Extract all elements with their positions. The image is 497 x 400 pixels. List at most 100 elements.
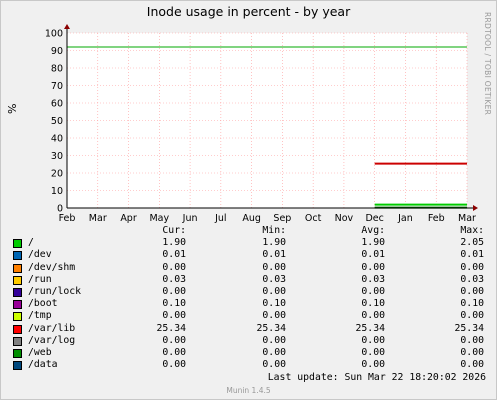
x-tick-label: Sep	[273, 213, 291, 224]
legend-value-max: 0.10	[460, 298, 484, 310]
legend-swatch	[13, 348, 22, 358]
legend-row: /boot 0.10 0.10 0.10 0.10	[12, 298, 487, 310]
legend-value-min: 0.03	[262, 273, 286, 285]
x-tick-label: Feb	[59, 213, 76, 224]
legend-value-avg: 0.00	[361, 359, 385, 371]
legend-value-cur: 0.00	[162, 346, 186, 358]
legend-series-name: /var/log	[28, 334, 76, 346]
legend-value-min: 25.34	[256, 322, 287, 334]
legend-value-max: 0.00	[460, 285, 484, 297]
legend-value-min: 0.00	[262, 359, 286, 371]
chart-title: Inode usage in percent - by year	[146, 4, 351, 19]
legend-series-name: /dev/shm	[28, 261, 76, 273]
legend-series-name: /tmp	[28, 310, 52, 322]
legend-value-cur: 0.00	[162, 261, 186, 273]
legend-value-min: 0.01	[262, 249, 286, 261]
rrdtool-watermark: RRDTOOL / TOBI OETIKER	[483, 12, 492, 116]
legend-row: /tmp 0.00 0.00 0.00 0.00	[12, 310, 487, 322]
legend-series-name: /run	[28, 273, 52, 285]
x-tick-label: Feb	[428, 213, 445, 224]
legend-swatch	[13, 361, 22, 371]
legend-row: /var/log 0.00 0.00 0.00 0.00	[12, 335, 487, 347]
legend-series-name: /var/lib	[28, 322, 76, 334]
y-tick-label: 30	[51, 151, 63, 162]
legend-swatch	[13, 336, 22, 346]
y-tick-label: 20	[51, 169, 63, 180]
y-tick-label: 50	[51, 116, 63, 127]
legend-value-min: 0.00	[262, 285, 286, 297]
legend-row: /data 0.00 0.00 0.00 0.00	[12, 359, 487, 371]
legend-value-cur: 1.90	[162, 237, 186, 249]
x-tick-label: Mar	[89, 213, 107, 224]
legend-value-min: 0.00	[262, 334, 286, 346]
legend-value-max: 0.03	[460, 273, 484, 285]
legend-row: /run/lock 0.00 0.00 0.00 0.00	[12, 286, 487, 298]
legend-series-name: /run/lock	[28, 285, 82, 297]
legend-value-cur: 0.01	[162, 249, 186, 261]
x-tick-label: Jun	[182, 213, 198, 224]
y-tick-label: 10	[51, 186, 63, 197]
legend-value-cur: 0.10	[162, 298, 186, 310]
legend-value-cur: 0.00	[162, 334, 186, 346]
x-axis-arrow	[473, 205, 478, 211]
legend-swatch	[13, 324, 22, 334]
legend-value-min: 0.00	[262, 261, 286, 273]
legend-series-name: /boot	[28, 298, 58, 310]
legend-value-avg: 0.00	[361, 346, 385, 358]
legend-value-avg: 0.00	[361, 285, 385, 297]
x-tick-label: Jul	[214, 213, 226, 224]
legend-value-max: 2.05	[460, 237, 484, 249]
legend-table: Cur: Min: Avg: Max: / 1.90 1.90 1.90 2.05/de…	[12, 225, 487, 371]
x-tick-label: Jan	[397, 213, 413, 224]
legend-value-min: 0.00	[262, 310, 286, 322]
y-tick-label: 0	[57, 204, 63, 215]
y-tick-label: 90	[51, 46, 63, 57]
legend-value-max: 25.34	[454, 322, 485, 334]
legend-value-avg: 0.00	[361, 310, 385, 322]
legend-row: /run 0.03 0.03 0.03 0.03	[12, 274, 487, 286]
legend-header-avg: Avg:	[361, 225, 385, 236]
legend-row: /dev/shm 0.00 0.00 0.00 0.00	[12, 262, 487, 274]
legend-value-avg: 1.90	[361, 237, 385, 249]
legend-swatch	[13, 263, 22, 273]
legend-value-cur: 25.34	[156, 322, 187, 334]
y-tick-label: 70	[51, 81, 63, 92]
x-tick-label: May	[149, 213, 169, 224]
legend-header-min: Min:	[262, 225, 286, 236]
munin-version-footer: Munin 1.4.5	[226, 386, 271, 395]
legend-swatch	[13, 239, 22, 249]
legend-swatch	[13, 287, 22, 297]
legend-row: / 1.90 1.90 1.90 2.05	[12, 237, 487, 249]
legend-row: /dev 0.01 0.01 0.01 0.01	[12, 249, 487, 261]
legend-series-name: /web	[28, 346, 52, 358]
legend-value-avg: 0.01	[361, 249, 385, 261]
last-update-text: Last update: Sun Mar 22 18:20:02 2026	[267, 372, 486, 383]
legend-value-cur: 0.00	[162, 310, 186, 322]
legend-value-avg: 0.00	[361, 334, 385, 346]
legend-value-avg: 0.03	[361, 273, 385, 285]
legend-swatch	[13, 251, 22, 261]
legend-series-name: /data	[28, 359, 58, 371]
x-tick-label: Aug	[242, 213, 261, 224]
legend-swatch	[13, 312, 22, 322]
legend-value-avg: 0.00	[361, 261, 385, 273]
y-tick-label: 40	[51, 134, 63, 145]
legend-value-cur: 0.00	[162, 359, 186, 371]
y-tick-label: 60	[51, 99, 63, 110]
legend-row: /web 0.00 0.00 0.00 0.00	[12, 347, 487, 359]
x-tick-label: Oct	[305, 213, 322, 224]
legend-header-max: Max:	[460, 225, 484, 236]
legend-value-cur: 0.00	[162, 285, 186, 297]
legend-value-min: 1.90	[262, 237, 286, 249]
legend-series-name: /dev	[28, 249, 52, 261]
y-tick-label: 80	[51, 64, 63, 75]
x-tick-label: Nov	[335, 213, 354, 224]
legend-value-min: 0.10	[262, 298, 286, 310]
legend-series-name: /	[28, 237, 34, 249]
legend-value-max: 0.00	[460, 359, 484, 371]
legend-value-max: 0.00	[460, 310, 484, 322]
legend-value-avg: 25.34	[355, 322, 386, 334]
x-tick-label: Mar	[458, 213, 476, 224]
legend-row: /var/lib 25.34 25.34 25.34 25.34	[12, 323, 487, 335]
x-tick-label: Dec	[365, 213, 383, 224]
